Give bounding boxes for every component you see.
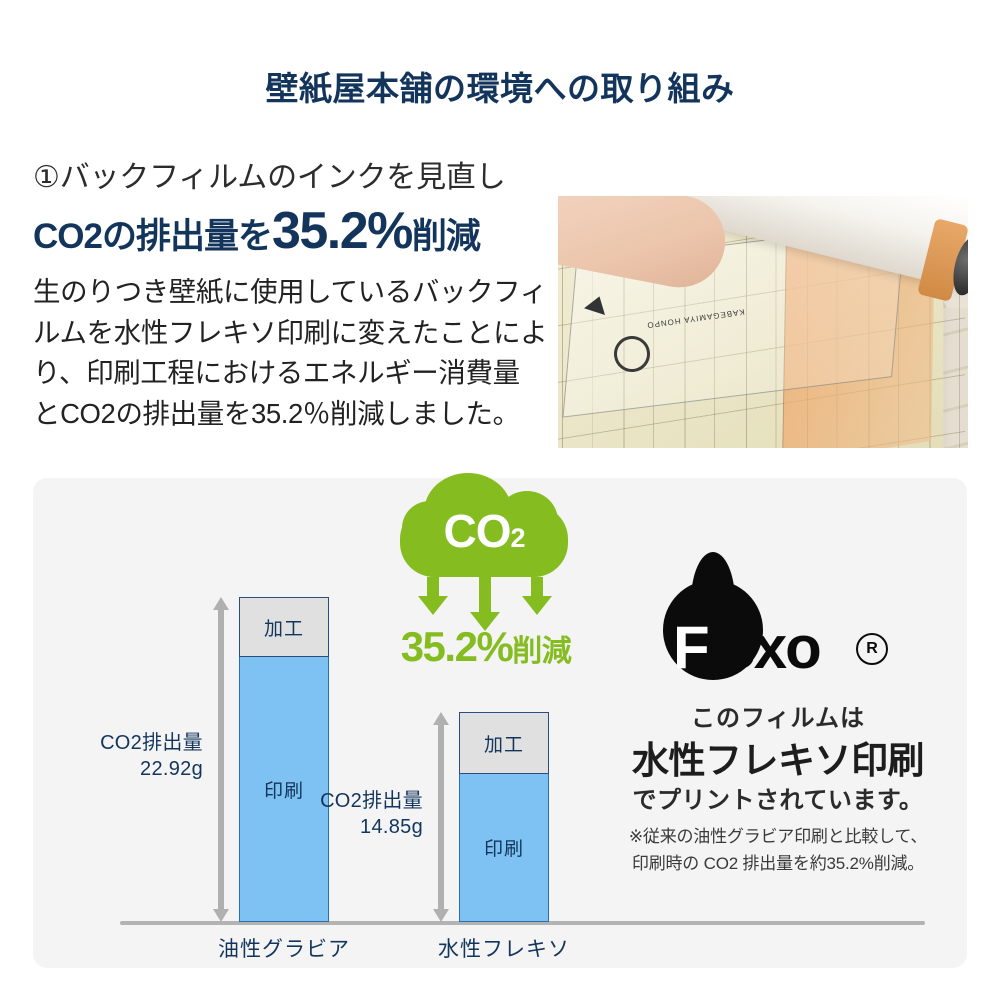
- intro-body: 生のりつき壁紙に使用しているバックフィ ルムを水性フレキソ印刷に変えたことによ …: [33, 272, 553, 435]
- measure-arrow-water-flexo: [433, 712, 449, 922]
- bar-oil-gravure-segment-kako: 加工: [239, 597, 329, 657]
- flexo-footnote-line-2: 印刷時の CO2 排出量を約35.2%削減。: [631, 854, 925, 874]
- arrow-head-up-icon: [433, 712, 449, 725]
- co2-reduction-value: 35.2%: [400, 623, 514, 670]
- measure-label-oil-gravure: CO2排出量 22.92g: [23, 730, 203, 783]
- bar-water-flexo-segment-kako: 加工: [459, 712, 549, 774]
- bar-water-flexo-segment-print: 印刷: [459, 774, 549, 922]
- cloud-lump: [402, 501, 458, 555]
- headline-value: 35.2%: [271, 202, 413, 260]
- headline-suffix: 削減: [411, 217, 481, 256]
- arrow-shaft: [438, 723, 444, 911]
- arrow-tip: [470, 612, 500, 631]
- co2-reduction-suffix: 削減: [512, 635, 572, 668]
- co2-cloud-label-sub: 2: [510, 522, 525, 553]
- co2-cloud-icon: [400, 473, 568, 577]
- registered-trademark-icon: R: [856, 633, 888, 665]
- body-line-4: とCO2の排出量を35.2％削減しました。: [33, 398, 520, 430]
- flexo-wordmark: Flexo: [673, 618, 822, 678]
- headline-prefix: CO2の排出量を: [33, 217, 273, 256]
- measure-label-oil-gravure-line1: CO2排出量: [100, 732, 203, 754]
- body-line-2: ルムを水性フレキソ印刷に変えたことによ: [33, 316, 548, 348]
- arrow-head-up-icon: [213, 597, 229, 610]
- flexo-wordmark-highlight: F: [673, 614, 710, 681]
- bar-oil-gravure-segment-print: 印刷: [239, 657, 329, 922]
- flexo-line-2: 水性フレキソ印刷: [632, 740, 925, 781]
- page-title: 壁紙屋本舗の環境への取り組み: [265, 70, 735, 107]
- arrow-stem: [531, 577, 543, 597]
- co2-cloud-label-main: CO: [443, 505, 511, 557]
- arrow-shaft: [218, 608, 224, 911]
- co2-bar-chart: 加工 印刷 加工 印刷 CO2排出量 22.92g: [33, 473, 967, 968]
- flexo-footnote-line-1: ※従来の油性グラビア印刷と比較して、: [628, 827, 928, 846]
- arrow-head-down-icon: [433, 909, 449, 922]
- water-droplet-icon: [663, 552, 763, 680]
- bar-water-flexo: 加工 印刷: [459, 712, 549, 922]
- flexo-line-1: このフィルムは: [690, 705, 866, 732]
- bar-oil-gravure: 加工 印刷: [239, 597, 329, 922]
- chart-baseline-axis: [120, 921, 925, 925]
- arrow-head-down-icon: [213, 909, 229, 922]
- down-arrow-icon-center: [470, 577, 500, 631]
- arrow-tip: [418, 596, 448, 615]
- measure-label-water-flexo-line2: 14.85g: [360, 816, 423, 839]
- arrow-stem: [427, 577, 439, 597]
- chart-category-label-water-flexo: 水性フレキソ: [438, 938, 570, 961]
- arrow-tip: [522, 596, 552, 615]
- measure-label-water-flexo-line1: CO2排出量: [320, 790, 423, 812]
- down-arrow-icon-left: [418, 577, 448, 615]
- wallpaper-roll-photo: KABEGAMIYA HONPO: [558, 196, 968, 448]
- body-line-1: 生のりつき壁紙に使用しているバックフィ: [33, 276, 547, 307]
- chart-category-label-oil-gravure: 油性グラビア: [218, 938, 350, 961]
- arrow-stem: [479, 577, 491, 613]
- intro-headline: CO2の排出量を35.2%削減: [33, 205, 563, 257]
- flexo-footnote: ※従来の油性グラビア印刷と比較して、 印刷時の CO2 排出量を約35.2%削減…: [613, 823, 943, 877]
- co2-reduction-text: 35.2%削減: [376, 623, 596, 671]
- flexo-line-3: でプリントされています。: [632, 787, 924, 814]
- flexo-logo-panel: Flexo R このフィルムは 水性フレキソ印刷 でプリントされています。 ※従…: [613, 530, 943, 910]
- measure-label-water-flexo: CO2排出量 14.85g: [243, 788, 423, 841]
- intro-lead: ①バックフィルムのインクを見直し: [33, 161, 506, 194]
- co2-reduction-badge: CO 2 35.2%削減: [376, 473, 596, 678]
- comparison-card: 加工 印刷 加工 印刷 CO2排出量 22.92g: [33, 473, 967, 968]
- measure-label-oil-gravure-line2: 22.92g: [140, 758, 203, 781]
- droplet-bulb: [663, 580, 763, 680]
- co2-cloud-label: CO 2: [400, 492, 568, 570]
- down-arrow-icon-right: [522, 577, 552, 615]
- flexo-wordmark-rest: lexo: [707, 614, 822, 681]
- measure-arrow-oil-gravure: [213, 597, 229, 922]
- body-line-3: り、印刷工程におけるエネルギー消費量: [33, 357, 520, 389]
